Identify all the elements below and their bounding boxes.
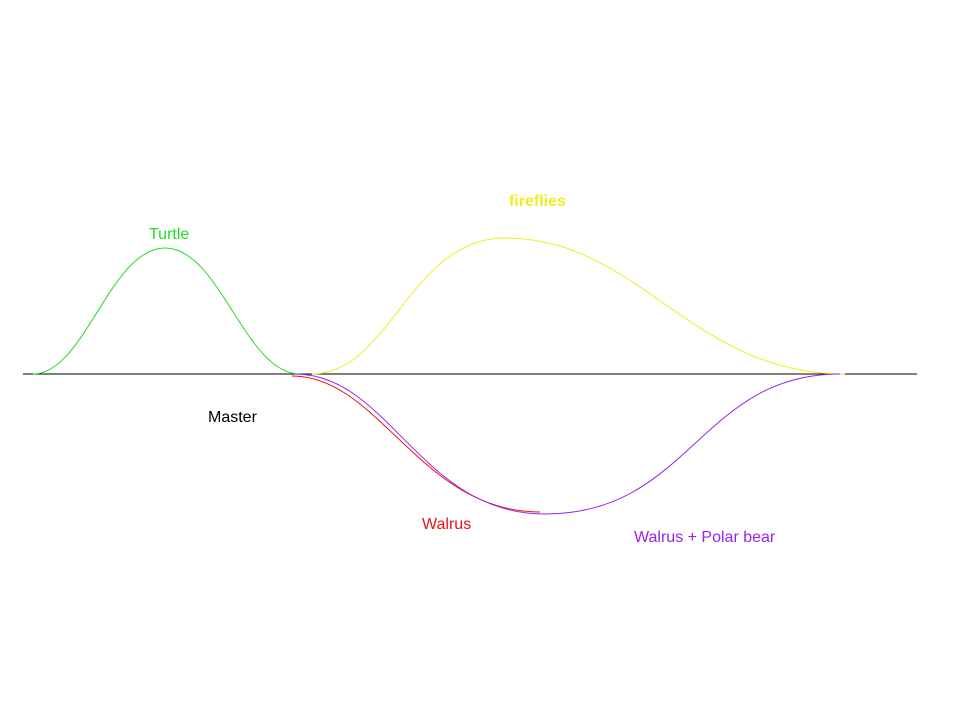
turtle-curve xyxy=(32,247,301,375)
fireflies-label: fireflies xyxy=(509,193,566,210)
walrus-polar-bear-label: Walrus + Polar bear xyxy=(634,529,776,546)
walrus-label: Walrus xyxy=(422,516,471,533)
turtle-label: Turtle xyxy=(149,226,189,243)
walrus-curve xyxy=(291,375,541,513)
walrus-polar-bear-curve xyxy=(294,373,841,515)
fireflies-curve xyxy=(311,237,846,375)
master-label: Master xyxy=(208,409,258,426)
